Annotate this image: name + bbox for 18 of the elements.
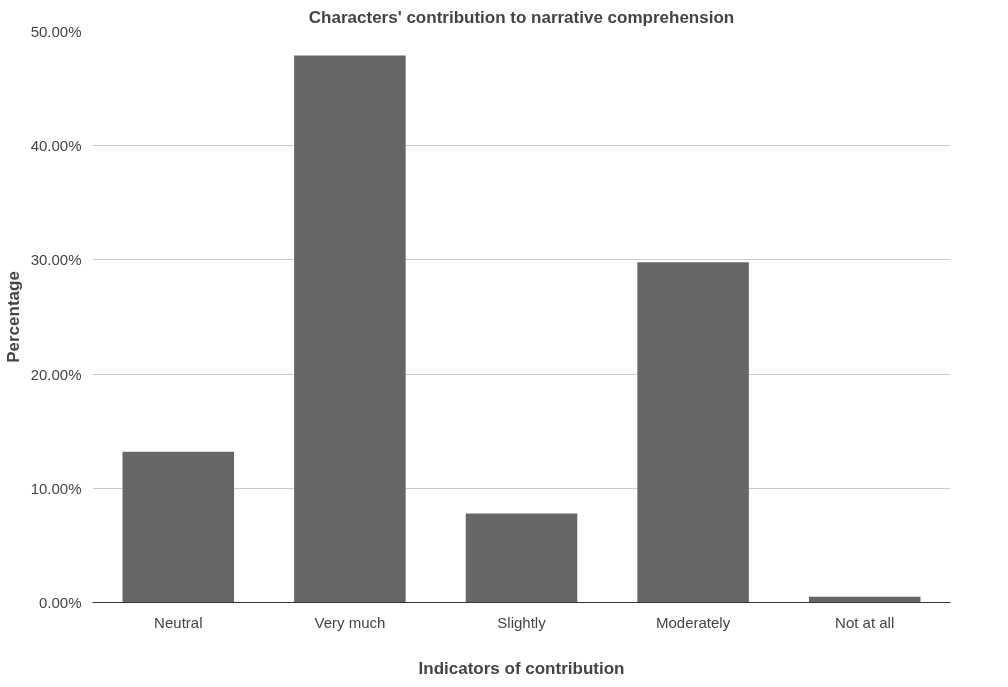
chart-title: Characters' contribution to narrative comprehension <box>308 7 735 27</box>
y-tick-label: 10.00% <box>30 479 82 497</box>
y-tick-label: 40.00% <box>30 137 82 155</box>
bar <box>637 262 749 603</box>
y-tick-label: 20.00% <box>30 365 82 383</box>
x-tick-label: Very much <box>314 613 386 631</box>
x-tick-label: Slightly <box>497 613 547 631</box>
bar <box>294 55 406 603</box>
y-tick-label: 30.00% <box>30 251 82 269</box>
x-tick-label: Neutral <box>154 613 203 631</box>
x-tick-label: Moderately <box>656 613 731 631</box>
x-tick-label: Not at all <box>835 613 895 631</box>
x-axis-title: Indicators of contribution <box>418 658 625 678</box>
bar <box>465 513 578 603</box>
y-axis-title: Percentage <box>3 271 23 363</box>
bar <box>122 451 235 603</box>
y-tick-label: 0.00% <box>38 594 82 611</box>
y-tick-label: 50.00% <box>30 23 82 40</box>
